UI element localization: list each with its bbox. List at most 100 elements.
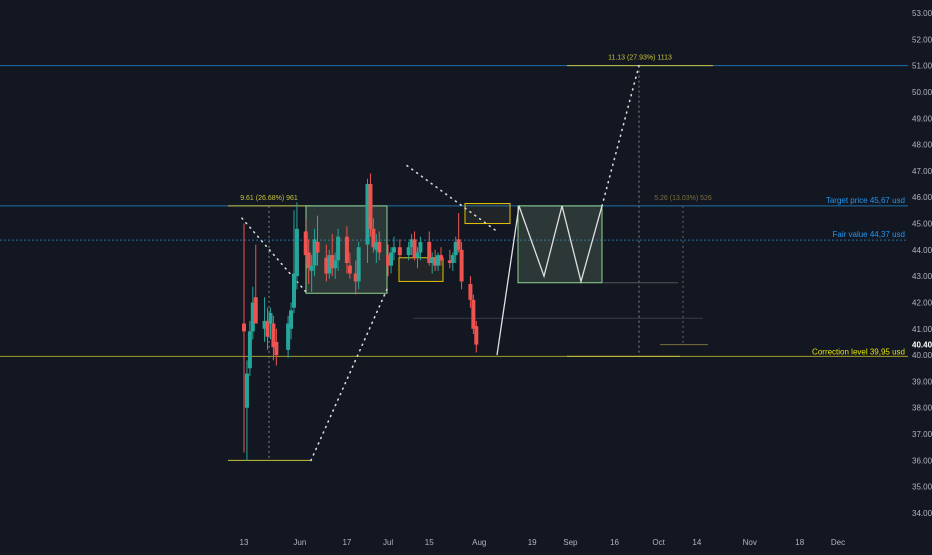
candle-body — [315, 241, 320, 253]
candle-body — [289, 310, 294, 329]
y-tick-label: 40.00 — [912, 351, 932, 360]
x-tick-label: 17 — [342, 538, 351, 547]
candle-body — [327, 255, 332, 274]
candle-body — [344, 236, 349, 263]
candle-body — [356, 247, 361, 282]
candle-body — [324, 257, 329, 274]
candle-body — [294, 228, 299, 277]
candle-body — [377, 241, 382, 253]
candle-body — [468, 284, 473, 300]
y-tick-label: 36.00 — [912, 456, 932, 465]
candle-body — [271, 323, 276, 348]
candle-body — [415, 252, 420, 258]
x-tick-label: Jul — [383, 538, 393, 547]
x-tick-label: Oct — [652, 538, 665, 547]
y-tick-label: 49.00 — [912, 114, 932, 123]
candle-body — [365, 184, 370, 245]
candle-body — [262, 320, 267, 329]
candle-body — [268, 313, 273, 324]
y-tick-label: 45.00 — [912, 220, 932, 229]
candle-body — [371, 228, 376, 248]
correction-level-label: Correction level 39,95 usd — [812, 347, 905, 356]
candle-body — [453, 241, 458, 256]
candle-body — [433, 257, 438, 266]
candle-body — [389, 252, 394, 266]
yellow-box-2 — [464, 203, 511, 225]
candle-body — [474, 326, 479, 345]
candle-body — [353, 273, 358, 282]
y-tick-label: 39.00 — [912, 377, 932, 386]
candle-body — [456, 239, 461, 250]
candle-body — [303, 231, 308, 256]
candle-body — [409, 239, 414, 248]
candle-body — [427, 241, 432, 263]
y-tick-label: 52.00 — [912, 35, 932, 44]
candle-body — [471, 299, 476, 329]
measure-label-1: 9.61 (26.68%) 961 — [240, 195, 298, 202]
candle-body — [330, 255, 335, 269]
y-tick-label: 41.00 — [912, 325, 932, 334]
candle-body — [447, 260, 452, 263]
candle-body — [450, 255, 455, 263]
fair-value-label: Fair value 44,37 usd — [833, 230, 906, 239]
y-tick-label: 48.00 — [912, 141, 932, 150]
candle-body — [309, 265, 314, 271]
candle-body — [336, 236, 341, 261]
candle-body — [265, 320, 270, 337]
candle-body — [397, 247, 402, 256]
measure-label-2: 11.13 (27.93%) 1113 — [608, 55, 672, 62]
candle-body — [439, 255, 444, 261]
candle-body — [250, 302, 255, 332]
candle-body — [312, 239, 317, 266]
y-tick-label: 38.00 — [912, 404, 932, 413]
candle-body — [291, 273, 296, 308]
y-tick-label: 50.00 — [912, 88, 932, 97]
candle-body — [286, 323, 291, 350]
x-tick-label: Aug — [472, 538, 486, 547]
y-tick-label: 51.00 — [912, 62, 932, 71]
candle-body — [347, 265, 352, 274]
dotted-line-4 — [601, 64, 640, 207]
candle-body — [333, 260, 338, 269]
candle-body — [368, 184, 373, 229]
x-tick-label: 19 — [528, 538, 537, 547]
candle-body — [242, 323, 246, 332]
x-tick-label: 13 — [240, 538, 249, 547]
x-tick-label: 16 — [610, 538, 619, 547]
y-tick-label: 46.00 — [912, 193, 932, 202]
y-tick-label: 43.00 — [912, 272, 932, 281]
candle-body — [412, 239, 417, 258]
target-price-label: Target price 45,67 usd — [826, 196, 905, 205]
x-tick-label: Jun — [293, 538, 306, 547]
candle-body — [253, 297, 258, 324]
x-tick-label: Sep — [563, 538, 578, 547]
x-tick-label: Dec — [831, 538, 845, 547]
y-tick-label: 37.00 — [912, 430, 932, 439]
y-tick-label: 34.00 — [912, 509, 932, 518]
candle-body — [306, 252, 311, 269]
projection-zigzag — [496, 205, 603, 356]
dotted-line-3 — [406, 164, 498, 233]
x-tick-label: 18 — [795, 538, 804, 547]
dotted-line-1 — [241, 217, 307, 293]
candle-body — [274, 341, 279, 356]
candle-body — [391, 247, 396, 253]
x-tick-label: Nov — [743, 538, 757, 547]
candle-body — [459, 249, 464, 282]
candle-body — [244, 373, 249, 408]
x-tick-label: 15 — [425, 538, 434, 547]
last-price-label: 40.40 — [912, 341, 932, 350]
y-tick-label: 42.00 — [912, 298, 932, 307]
candle-body — [430, 257, 435, 263]
candle-body — [386, 255, 391, 266]
candle-body — [436, 255, 441, 266]
dotted-line-2 — [310, 288, 388, 462]
y-tick-label: 47.00 — [912, 167, 932, 176]
y-tick-label: 53.00 — [912, 9, 932, 18]
candle-body — [418, 241, 423, 253]
candle-body — [247, 331, 252, 369]
range-box-2 — [517, 205, 603, 284]
